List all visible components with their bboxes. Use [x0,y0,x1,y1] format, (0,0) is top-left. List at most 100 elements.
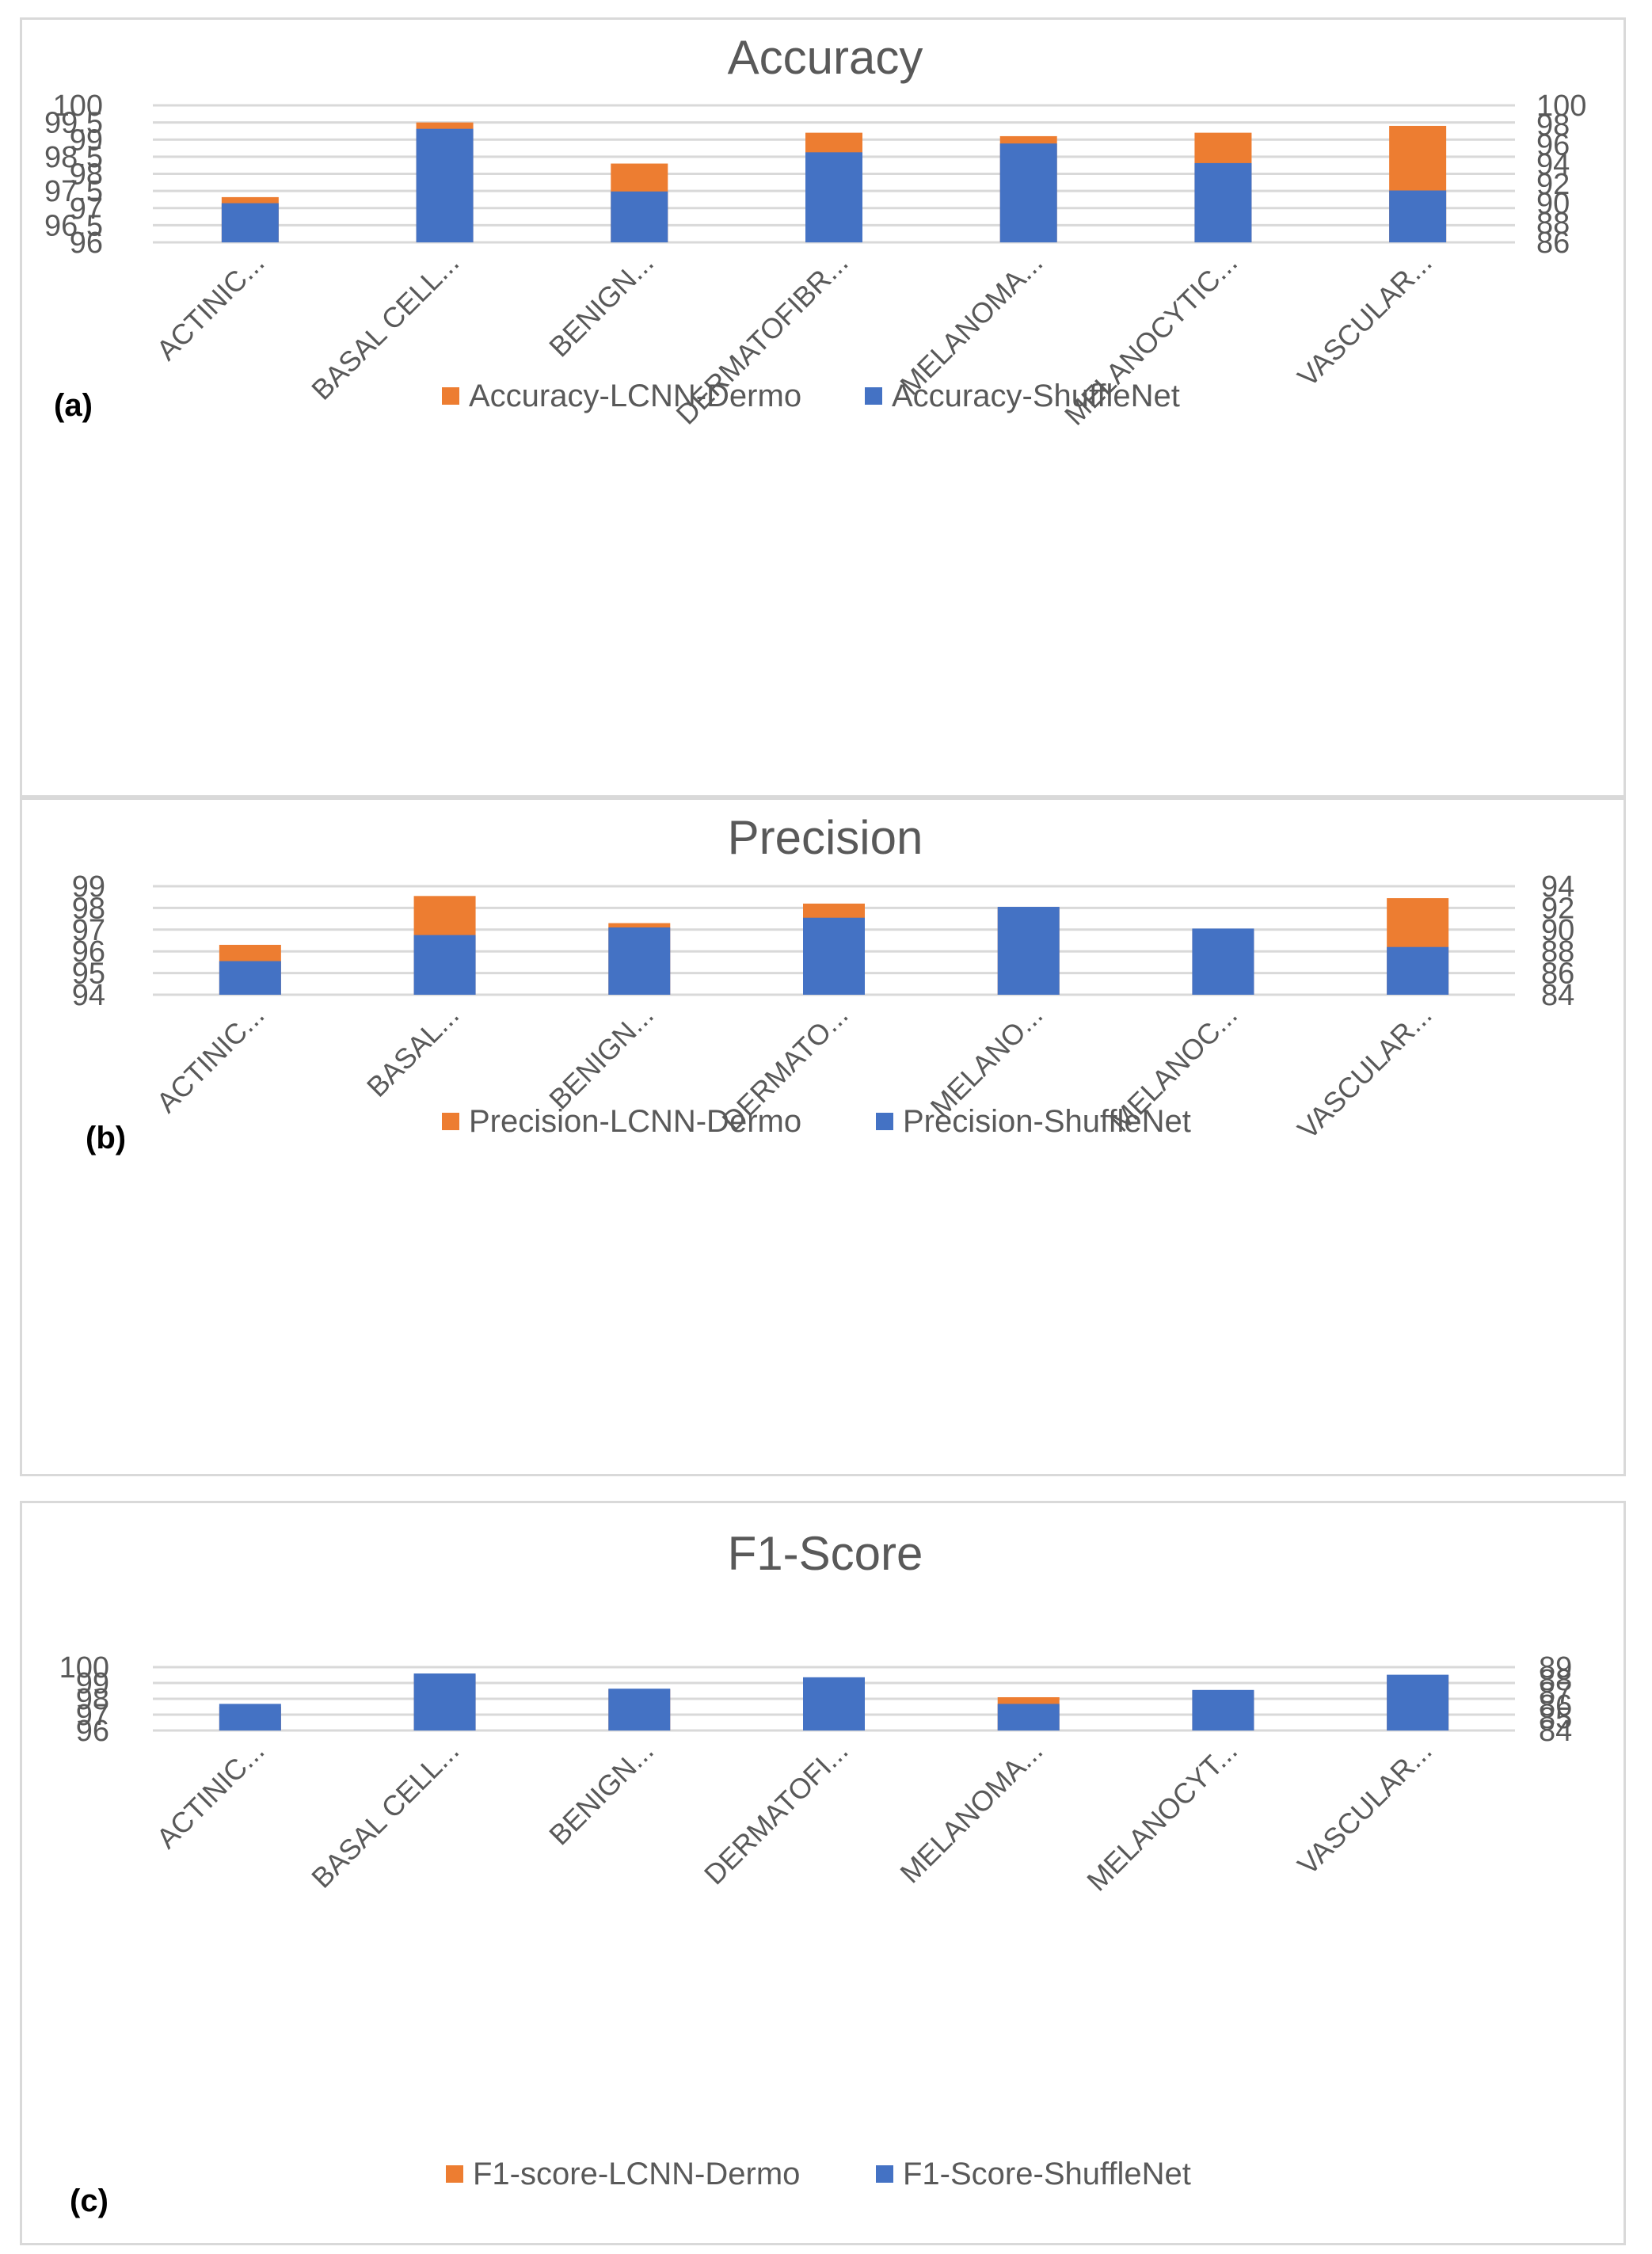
bar-shufflenet [221,203,279,242]
bar-shufflenet [413,935,476,995]
y-axis-tick-label: 98 [72,892,105,925]
x-axis-category-label: BENIGN... [542,246,660,364]
accuracy-chart: Accuracy10099.59998.59897.59796.59610098… [44,31,1586,432]
precision-chart-panel: Precision 99 98 97 96 95 94 94 92 90 88 86 84 ACTINIC… [20,798,1626,1476]
y-axis-tick-label: 96.5 [44,209,103,242]
legend-label-lcnn-dermo: F1-score-LCNN-Dermo [473,2157,800,2191]
legend-label-shufflenet: F1-Score-ShuffleNet [903,2157,1191,2191]
y-axis-tick-label: 100 [53,89,103,123]
x-axis-category-label: BENIGN... [542,999,660,1116]
y-axis-tick-label: 96 [76,1715,109,1748]
legend-swatch-lcnn-dermo [446,2165,463,2183]
y-axis-tick-label: 97.5 [44,175,103,208]
y-axis-tick-label: 95 [72,958,105,991]
legend-label-lcnn-dermo: Precision-LCNN-Dermo [469,1104,801,1139]
bar-shufflenet [805,152,862,242]
bar-shufflenet [1194,162,1252,242]
y-axis-tick-label: 100 [59,1651,109,1685]
x-axis-category-label: BASAL CELL... [305,1734,465,1894]
secondary-y-axis-tick-label: 90 [1541,914,1574,947]
secondary-y-axis-tick-label: 94 [1536,148,1570,181]
legend-label-shufflenet: Precision-ShuffleNet [903,1104,1191,1139]
panel-label: (a) [54,388,93,423]
secondary-y-axis-tick-label: 88 [1539,1664,1572,1697]
y-axis-tick-label: 97 [70,192,103,226]
secondary-y-axis-tick-label: 98 [1536,109,1570,143]
bar-shufflenet [803,1677,865,1730]
y-axis-tick-label: 99.5 [44,107,103,140]
y-axis-tick-label: 94 [72,979,105,1012]
chart-title: Precision [728,811,923,864]
secondary-y-axis-tick-label: 88 [1536,207,1570,240]
x-axis-category-label: ACTINIC... [150,1734,270,1855]
legend-swatch-shufflenet [876,2165,893,2183]
x-axis-category-label: BASAL CELL... [305,246,465,406]
bar-shufflenet [608,1689,671,1730]
y-axis-tick-label: 96 [70,227,103,260]
x-axis-category-label: BASAL... [360,999,465,1103]
legend-swatch-lcnn-dermo [442,387,459,405]
legend-label-shufflenet: Accuracy-ShuffleNet [892,379,1180,413]
precision-chart: Precision999897969594949290888684ACTINIC… [72,811,1575,1156]
bar-shufflenet [1192,1689,1254,1730]
secondary-y-axis-tick-label: 100 [1536,89,1586,123]
bar-shufflenet [1389,190,1447,242]
y-axis-tick-label: 99 [76,1667,109,1700]
chart-title: Accuracy [728,31,923,84]
bar-shufflenet [1387,1674,1449,1730]
x-axis-category-label: VASCULAR... [1291,246,1438,394]
accuracy-chart-panel: Accuracy 100 99.5 99 98.5 98 97.5 97 96.5 96 100 98… [20,17,1626,798]
x-axis-category-label: MELANOCYT... [1080,1734,1243,1898]
panel-label: (b) [86,1121,126,1156]
secondary-y-axis-tick-label: 87 [1539,1677,1572,1710]
bar-shufflenet [608,927,671,995]
secondary-y-axis-tick-label: 92 [1541,892,1574,925]
panel-label: (c) [70,2184,108,2218]
secondary-y-axis-tick-label: 90 [1536,188,1570,221]
secondary-y-axis-tick-label: 94 [1541,870,1574,904]
y-axis-tick-label: 98.5 [44,141,103,174]
y-axis-tick-label: 97 [76,1699,109,1732]
secondary-y-axis-tick-label: 85 [1539,1702,1572,1735]
legend-swatch-shufflenet [876,1113,893,1130]
bar-shufflenet [997,907,1060,995]
secondary-y-axis-tick-label: 86 [1541,958,1574,991]
x-axis-category-label: VASCULAR... [1291,1734,1438,1882]
y-axis-tick-label: 98 [76,1683,109,1716]
bar-shufflenet [219,961,281,995]
y-axis-tick-label: 98 [70,158,103,192]
secondary-y-axis-tick-label: 86 [1536,227,1570,260]
x-axis-category-label: ACTINIC... [150,246,270,367]
bar-shufflenet [219,1704,281,1730]
y-axis-tick-label: 99 [72,870,105,904]
x-axis-category-label: VASCULAR... [1291,999,1438,1146]
secondary-y-axis-tick-label: 84 [1541,979,1574,1012]
bar-shufflenet [416,128,474,242]
x-axis-category-label: ACTINIC... [150,999,270,1119]
bar-shufflenet [1387,946,1449,995]
secondary-y-axis-tick-label: 88 [1541,935,1574,969]
legend-label-lcnn-dermo: Accuracy-LCNN-Dermo [469,379,801,413]
secondary-y-axis-tick-label: 96 [1536,128,1570,162]
legend-swatch-lcnn-dermo [442,1113,459,1130]
secondary-y-axis-tick-label: 84 [1539,1715,1572,1748]
secondary-y-axis-tick-label: 92 [1536,168,1570,201]
bar-shufflenet [999,143,1057,242]
y-axis-tick-label: 97 [72,914,105,947]
y-axis-tick-label: 99 [70,124,103,157]
secondary-y-axis-tick-label: 89 [1539,1651,1572,1685]
x-axis-category-label: MELANOMA... [893,1734,1049,1890]
bar-shufflenet [413,1673,476,1730]
bar-shufflenet [803,917,865,995]
bar-shufflenet [1192,928,1254,995]
x-axis-category-label: BENIGN... [542,1734,660,1852]
bar-shufflenet [611,191,668,242]
bar-shufflenet [997,1704,1060,1730]
legend-swatch-shufflenet [865,387,882,405]
y-axis-tick-label: 96 [72,935,105,969]
chart-title: F1-Score [728,1527,923,1580]
secondary-y-axis-tick-label: 86 [1539,1689,1572,1723]
f1-score-chart-panel: F1-Score 100 99 98 97 96 89 88 87 86 85 84 ACTINIC..… [20,1501,1626,2245]
x-axis-category-label: DERMATOFI... [698,1734,855,1891]
